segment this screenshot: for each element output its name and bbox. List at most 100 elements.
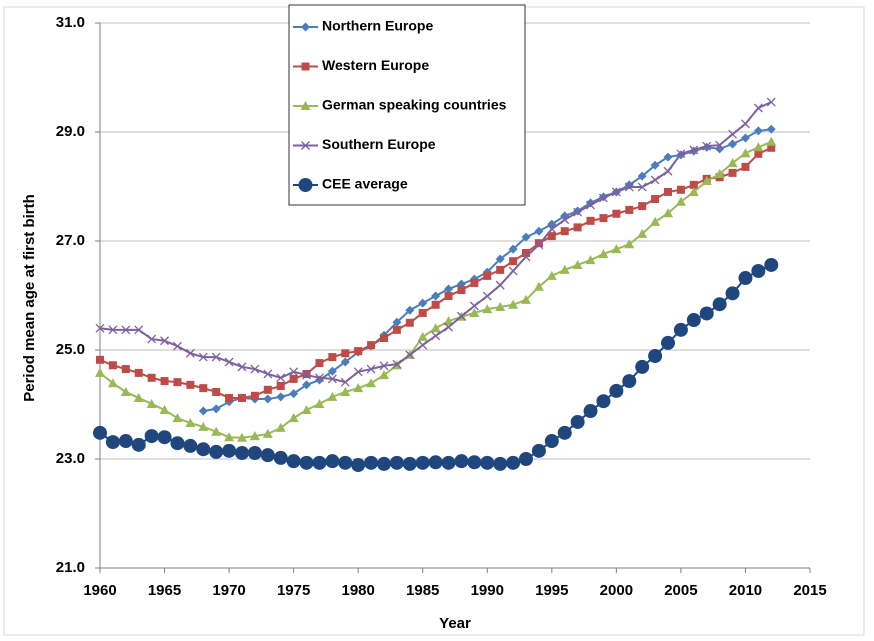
- marker: [766, 97, 776, 107]
- marker: [147, 373, 156, 382]
- marker: [430, 323, 441, 333]
- x-tick-label: 1970: [212, 582, 245, 599]
- marker: [624, 182, 634, 192]
- marker: [598, 249, 609, 259]
- marker: [366, 364, 376, 374]
- marker: [286, 454, 301, 469]
- marker: [185, 418, 196, 428]
- marker: [327, 374, 337, 384]
- marker: [753, 126, 763, 136]
- marker: [753, 142, 764, 152]
- legend-label: Southern Europe: [322, 136, 436, 152]
- marker: [353, 383, 364, 393]
- marker: [354, 347, 363, 356]
- marker: [740, 119, 750, 129]
- y-tick-label: 29.0: [56, 123, 85, 140]
- y-axis-label: Period mean age at first birth: [21, 194, 38, 402]
- marker: [675, 196, 686, 206]
- x-tick-label: 2015: [793, 582, 826, 599]
- marker: [689, 180, 698, 189]
- marker: [133, 392, 144, 402]
- x-tick-label: 1995: [535, 582, 568, 599]
- marker: [224, 432, 235, 442]
- marker: [263, 385, 272, 394]
- marker: [661, 335, 675, 350]
- legend-marker: [301, 141, 310, 150]
- marker: [738, 271, 753, 286]
- marker: [198, 406, 208, 416]
- marker: [699, 306, 714, 321]
- marker: [301, 404, 312, 414]
- marker: [338, 455, 353, 470]
- marker: [754, 149, 763, 158]
- marker: [764, 257, 779, 272]
- marker: [557, 425, 572, 440]
- marker: [482, 304, 493, 314]
- marker: [302, 369, 311, 378]
- marker: [211, 426, 222, 436]
- marker: [482, 291, 492, 301]
- marker: [224, 357, 234, 367]
- marker: [638, 202, 647, 211]
- marker: [688, 186, 699, 196]
- marker: [418, 340, 428, 350]
- marker: [389, 455, 404, 470]
- marker: [689, 145, 699, 155]
- marker: [547, 224, 557, 234]
- marker: [583, 404, 598, 419]
- marker: [441, 455, 456, 470]
- marker: [712, 297, 727, 312]
- marker: [495, 301, 506, 311]
- marker: [493, 456, 508, 471]
- marker: [299, 455, 314, 470]
- marker: [727, 158, 738, 168]
- marker: [263, 394, 273, 404]
- legend-label: Northern Europe: [322, 18, 433, 34]
- marker: [276, 392, 286, 402]
- marker: [288, 413, 299, 423]
- marker: [701, 176, 712, 186]
- marker: [312, 455, 327, 470]
- marker: [276, 381, 285, 390]
- y-tick-label: 31.0: [56, 14, 85, 31]
- marker: [237, 432, 247, 442]
- marker: [159, 404, 170, 414]
- marker: [211, 352, 221, 362]
- legend-marker: [300, 101, 311, 110]
- marker: [314, 373, 324, 383]
- marker: [740, 148, 751, 158]
- marker: [663, 152, 673, 162]
- marker: [418, 308, 427, 317]
- x-tick-label: 1960: [83, 582, 116, 599]
- marker: [533, 281, 544, 291]
- marker: [650, 216, 661, 226]
- marker: [534, 226, 544, 236]
- legend: Northern Europe Western Europe German spea…: [288, 4, 526, 206]
- marker: [247, 446, 262, 461]
- marker: [262, 428, 273, 438]
- legend-label: CEE average: [322, 176, 408, 192]
- marker: [249, 431, 260, 441]
- marker: [495, 254, 505, 264]
- marker: [173, 378, 182, 387]
- marker: [676, 185, 685, 194]
- marker: [637, 182, 647, 192]
- x-tick-label: 1990: [471, 582, 504, 599]
- marker: [415, 455, 430, 470]
- marker: [392, 317, 402, 327]
- marker: [585, 255, 596, 265]
- marker: [314, 398, 325, 408]
- marker: [263, 369, 273, 379]
- marker: [559, 264, 570, 274]
- legend-box: [288, 4, 526, 206]
- marker: [198, 352, 208, 362]
- marker: [715, 140, 725, 150]
- marker: [183, 438, 198, 453]
- marker: [302, 370, 312, 380]
- legend-marker: [298, 178, 313, 192]
- marker: [560, 227, 569, 236]
- marker: [95, 323, 105, 333]
- marker: [454, 454, 469, 469]
- marker: [509, 257, 518, 266]
- marker: [185, 348, 195, 358]
